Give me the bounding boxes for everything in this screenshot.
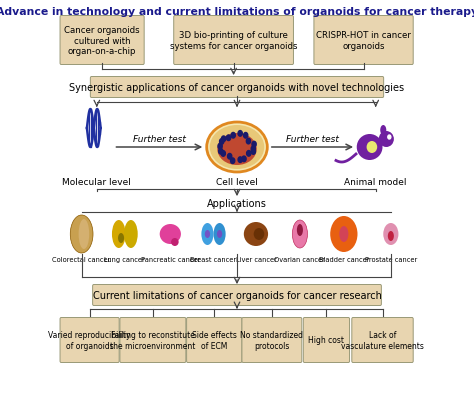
Ellipse shape [79, 220, 89, 249]
Text: Prostate cancer: Prostate cancer [365, 256, 417, 262]
Ellipse shape [379, 132, 394, 148]
FancyBboxPatch shape [242, 318, 302, 363]
Text: High cost: High cost [309, 336, 345, 345]
Circle shape [252, 142, 256, 148]
Text: Applications: Applications [207, 198, 267, 209]
Circle shape [227, 136, 231, 141]
Text: Failing to reconstitute
the microenvironment: Failing to reconstitute the microenviron… [110, 330, 196, 350]
FancyBboxPatch shape [120, 318, 186, 363]
FancyBboxPatch shape [91, 77, 383, 98]
Text: Current limitations of cancer organoids for cancer research: Current limitations of cancer organoids … [92, 290, 382, 300]
Ellipse shape [70, 216, 93, 254]
Text: Pancreatic cancer: Pancreatic cancer [141, 256, 200, 262]
Circle shape [388, 136, 391, 139]
Circle shape [219, 139, 224, 145]
Circle shape [246, 151, 251, 157]
Text: Lung cancer: Lung cancer [104, 256, 145, 262]
Ellipse shape [210, 126, 264, 170]
Ellipse shape [254, 229, 264, 240]
FancyBboxPatch shape [303, 318, 349, 363]
Ellipse shape [339, 227, 348, 243]
Circle shape [231, 133, 235, 139]
Ellipse shape [217, 230, 222, 238]
Text: Ovarian cancer: Ovarian cancer [274, 256, 325, 262]
Text: Animal model: Animal model [345, 178, 407, 187]
FancyBboxPatch shape [352, 318, 413, 363]
Ellipse shape [205, 230, 210, 238]
FancyBboxPatch shape [60, 16, 144, 65]
Text: Advance in technology and current limitations of organoids for cancer therapy: Advance in technology and current limita… [0, 7, 474, 17]
Circle shape [238, 157, 242, 163]
Text: Cancer organoids
cultured with
organ-on-a-chip: Cancer organoids cultured with organ-on-… [64, 26, 140, 56]
Circle shape [251, 147, 255, 152]
Ellipse shape [201, 223, 213, 245]
Text: Liver cancer: Liver cancer [236, 256, 276, 262]
Ellipse shape [112, 220, 126, 248]
Circle shape [221, 151, 225, 157]
Ellipse shape [244, 222, 268, 246]
Circle shape [330, 216, 357, 252]
Ellipse shape [366, 142, 377, 154]
FancyBboxPatch shape [187, 318, 242, 363]
Ellipse shape [388, 231, 394, 241]
Ellipse shape [297, 225, 303, 236]
FancyBboxPatch shape [173, 16, 293, 65]
Circle shape [218, 144, 222, 150]
Ellipse shape [207, 123, 267, 173]
Ellipse shape [118, 234, 124, 243]
Circle shape [242, 157, 246, 162]
Ellipse shape [160, 225, 181, 245]
Text: Cell level: Cell level [216, 178, 258, 187]
Ellipse shape [213, 223, 226, 245]
Circle shape [230, 159, 235, 164]
FancyBboxPatch shape [60, 318, 119, 363]
Text: Synergistic applications of cancer organoids with novel technologies: Synergistic applications of cancer organ… [69, 83, 405, 93]
FancyBboxPatch shape [92, 285, 382, 306]
Ellipse shape [217, 134, 257, 166]
Text: Molecular level: Molecular level [63, 178, 131, 187]
Ellipse shape [171, 238, 179, 246]
Text: Breast cancer: Breast cancer [191, 256, 237, 262]
Circle shape [228, 154, 232, 160]
Ellipse shape [292, 220, 308, 248]
FancyBboxPatch shape [314, 16, 413, 65]
Text: No standardized
protocols: No standardized protocols [240, 330, 303, 350]
Circle shape [238, 131, 242, 137]
Text: Side effects
of ECM: Side effects of ECM [192, 330, 237, 350]
Text: Lack of
vasculature elements: Lack of vasculature elements [341, 330, 424, 350]
Circle shape [219, 149, 223, 155]
Ellipse shape [383, 223, 399, 245]
Text: Varied reproducibility
of organoids: Varied reproducibility of organoids [48, 330, 131, 350]
Text: 3D bio-printing of culture
systems for cancer organoids: 3D bio-printing of culture systems for c… [170, 31, 297, 51]
Circle shape [221, 137, 226, 142]
Text: CRISPR-HOT in cancer
organoids: CRISPR-HOT in cancer organoids [316, 31, 411, 51]
Circle shape [244, 133, 248, 139]
Text: Further test: Further test [286, 135, 339, 144]
Text: Bladder cancer: Bladder cancer [319, 256, 369, 262]
Ellipse shape [357, 135, 383, 161]
Text: Colorectal cancer: Colorectal cancer [53, 256, 111, 262]
Ellipse shape [124, 220, 138, 248]
Circle shape [246, 139, 251, 144]
Text: Further test: Further test [133, 135, 186, 144]
Circle shape [251, 149, 255, 155]
Ellipse shape [380, 126, 386, 136]
